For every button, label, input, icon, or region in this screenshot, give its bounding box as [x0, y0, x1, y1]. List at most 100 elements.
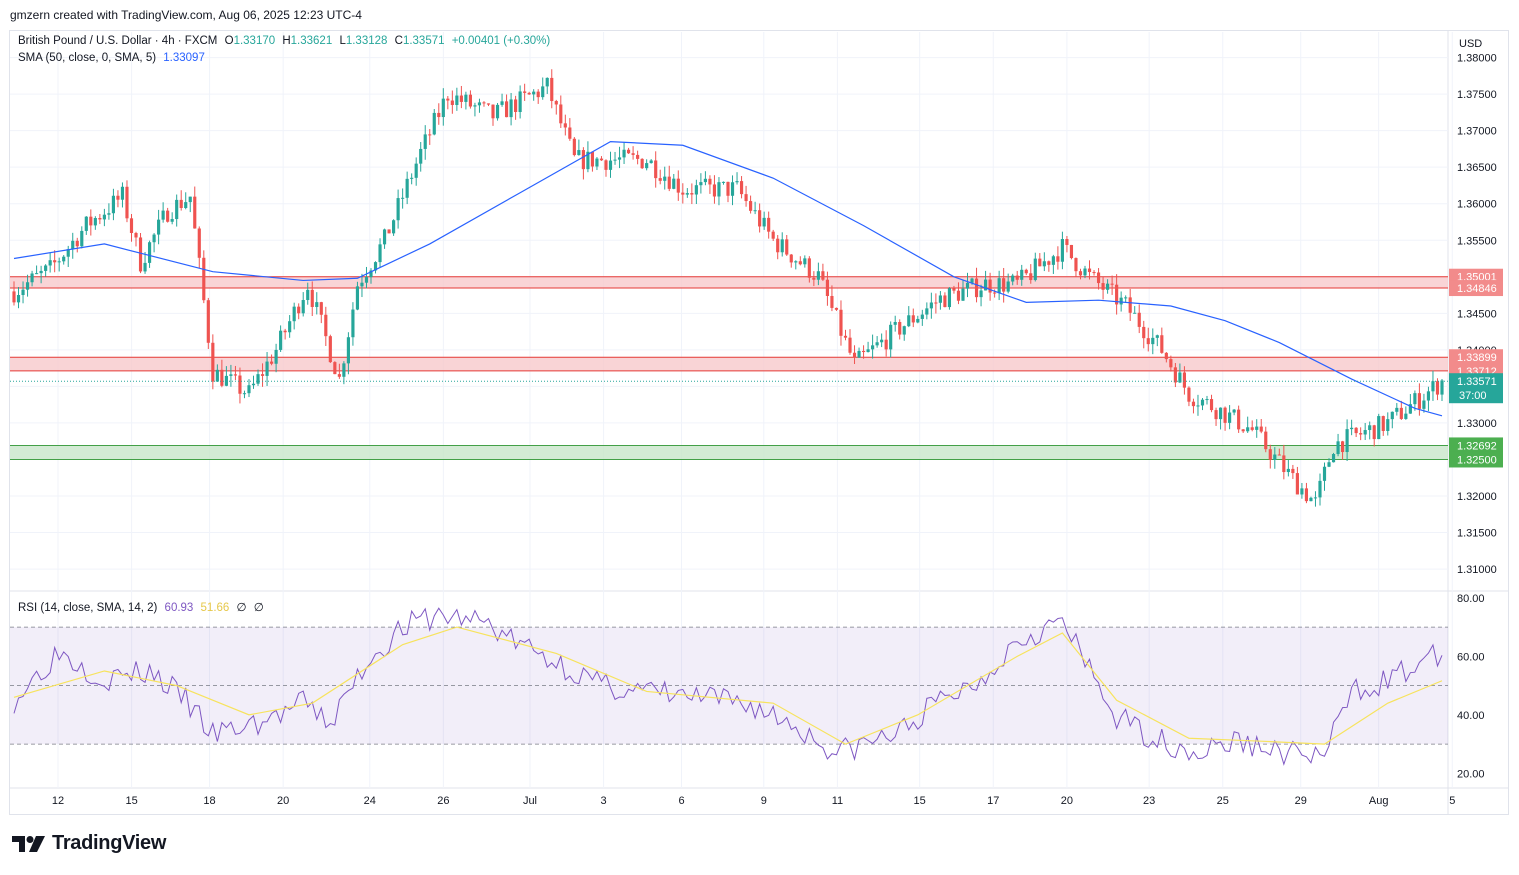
candle-body [504, 101, 509, 118]
candle-body [1214, 410, 1218, 420]
candle-body [1020, 269, 1024, 280]
candle-body [694, 185, 698, 195]
candle-body [1341, 441, 1345, 453]
chart-frame[interactable] [9, 30, 1509, 815]
candle-body [907, 315, 911, 327]
candle-body [608, 160, 613, 170]
candle-body [721, 181, 726, 183]
candle-body [568, 127, 572, 139]
candle-body [1038, 258, 1042, 267]
change-value: +0.00401 (+0.30%) [451, 35, 551, 47]
candle-body [1390, 411, 1394, 420]
candle-body [1060, 239, 1064, 262]
candle-body [821, 271, 825, 280]
time-tick-label: 25 [1217, 795, 1229, 807]
candle-body [1200, 399, 1205, 406]
candle-body [938, 295, 942, 303]
candle-body [428, 134, 432, 136]
candle-body [166, 210, 170, 222]
candle-body [1331, 454, 1336, 463]
tradingview-logo[interactable]: TradingView [12, 832, 166, 855]
candle-body [898, 321, 902, 335]
sma-layer [13, 140, 1443, 417]
candle-body [1101, 283, 1105, 290]
candle-body [1074, 258, 1078, 272]
candle-body [929, 302, 933, 309]
time-tick-label: 15 [914, 795, 926, 807]
time-tick-label: Jul [523, 795, 537, 807]
candle-body [1291, 468, 1295, 474]
price-legend: British Pound / U.S. Dollar · 4h · FXCM … [18, 35, 551, 47]
zone-price-label: 1.32500 [1457, 454, 1497, 466]
symbol-label[interactable]: British Pound / U.S. Dollar · 4h · FXCM [18, 35, 218, 47]
candle-body [871, 345, 875, 350]
zone-price-label: 1.33899 [1457, 352, 1497, 364]
candle-body [627, 149, 631, 154]
candle-body [1155, 335, 1159, 338]
sma-label[interactable]: SMA (50, close, 0, SMA, 5) [18, 52, 157, 64]
candle-body [685, 193, 689, 195]
candle-body [500, 101, 504, 105]
candle-body [1083, 268, 1087, 276]
zone-price-tag [1449, 349, 1503, 366]
candle-body [730, 182, 735, 196]
sma-line [13, 140, 1443, 417]
candle-body [1223, 407, 1227, 423]
candle-body [672, 178, 676, 189]
candle-body [93, 218, 97, 226]
currency-label[interactable]: USD [1459, 38, 1483, 50]
candle-body [324, 314, 328, 337]
candle-body [1300, 488, 1304, 495]
candle-body [1119, 297, 1123, 305]
candle-body [767, 217, 771, 232]
zone-price-label: 1.32692 [1457, 440, 1497, 452]
candle-body [157, 219, 161, 235]
candle-body [401, 197, 405, 199]
candle-body [1255, 426, 1259, 430]
candle-body [206, 300, 210, 343]
time-tick-label: 15 [125, 795, 137, 807]
candle-body [315, 302, 319, 307]
candle-body [970, 278, 974, 283]
candle-body [292, 306, 296, 322]
resistance-zone [10, 357, 1448, 371]
candle-body [229, 374, 233, 376]
candle-body [1359, 433, 1363, 435]
high-value: 1.33621 [290, 35, 333, 47]
candle-layer [12, 69, 1444, 507]
candle-body [1372, 425, 1376, 440]
candle-body [654, 160, 658, 179]
zone-price-tag [1449, 437, 1503, 454]
countdown-label: 37:00 [1459, 390, 1487, 402]
candle-body [947, 288, 952, 308]
open-value: 1.33170 [233, 35, 276, 47]
candle-body [1051, 256, 1055, 265]
resistance-zone [10, 276, 1448, 289]
time-tick-label: 20 [1061, 795, 1073, 807]
time-tick-label: 9 [761, 795, 767, 807]
axis-layer: 1.31000 1.31500 1.32000 1.32500 1.33000 1.335… [10, 53, 1503, 807]
rsi-label[interactable]: RSI (14, close, SMA, 14, 2) [18, 602, 158, 614]
candle-body [532, 91, 536, 95]
candle-body [328, 336, 332, 363]
candle-body [916, 318, 920, 323]
candle-body [1065, 239, 1069, 245]
close-value: 1.33571 [402, 35, 445, 47]
candle-body [857, 350, 861, 358]
candle-body [170, 219, 174, 222]
candle-body [726, 181, 730, 196]
candle-body [373, 262, 378, 271]
time-tick-label: 29 [1295, 795, 1307, 807]
candle-body [1354, 427, 1358, 434]
candle-body [717, 182, 721, 197]
candle-body [884, 339, 888, 350]
candle-body [260, 374, 265, 376]
low-value: 1.33128 [345, 35, 388, 47]
tradingview-brand: TradingView [52, 832, 167, 854]
candle-body [1069, 244, 1074, 259]
candle-body [147, 242, 152, 263]
zone-layer [10, 276, 1448, 460]
candle-body [812, 277, 816, 280]
candle-body [184, 202, 188, 208]
